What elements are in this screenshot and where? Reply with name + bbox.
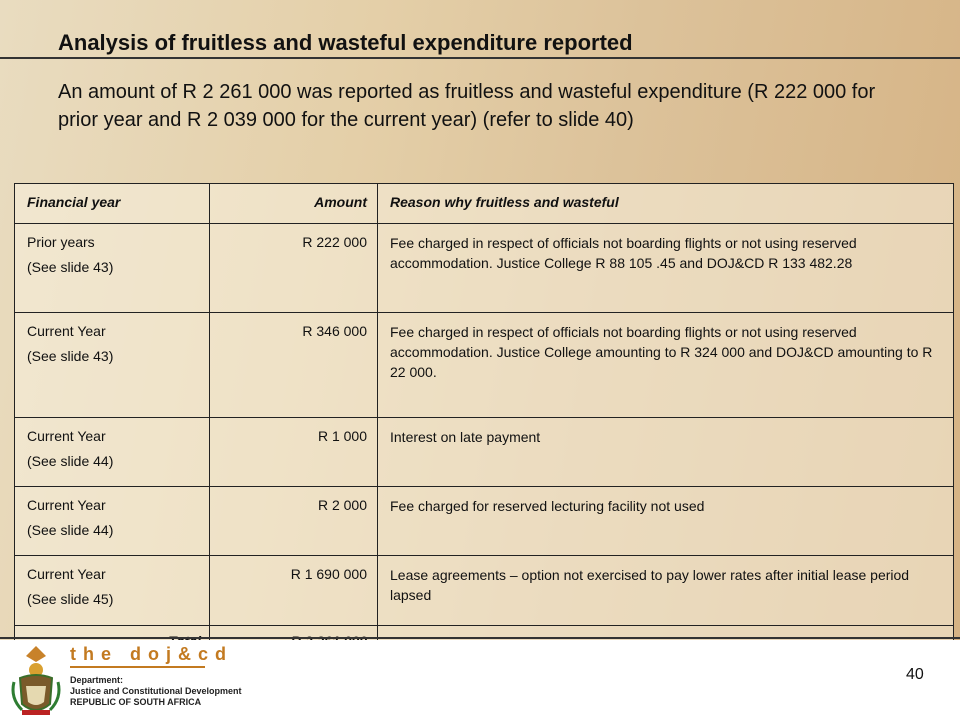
year-line: Current Year xyxy=(27,497,106,513)
year-line: (See slide 43) xyxy=(27,348,114,364)
department-label: Department: xyxy=(70,675,124,685)
amount-cell: R 222 000 xyxy=(209,223,378,313)
year-cell: Current Year (See slide 45) xyxy=(14,555,210,626)
reason-cell: Fee charged for reserved lecturing facil… xyxy=(377,486,954,556)
title-rule xyxy=(0,57,960,59)
coat-of-arms xyxy=(11,646,61,715)
year-cell: Current Year (See slide 44) xyxy=(14,486,210,556)
department-block: Department: Justice and Constitutional D… xyxy=(70,675,242,708)
footer: the doj&cd Department: Justice and Const… xyxy=(0,640,960,720)
year-line: Current Year xyxy=(27,428,106,444)
year-line: Prior years xyxy=(27,234,95,250)
reason-cell: Fee charged in respect of officials not … xyxy=(377,312,954,418)
amount-cell: R 1 000 xyxy=(209,417,378,487)
table-row: Prior years (See slide 43) R 222 000 Fee ch… xyxy=(14,223,954,313)
amount-cell: R 2 000 xyxy=(209,486,378,556)
logo-rule xyxy=(70,666,205,668)
table-row: Current Year (See slide 44) R 1 000 Interes… xyxy=(14,417,954,487)
department-name: Justice and Constitutional Development xyxy=(70,686,242,696)
reason-cell: Interest on late payment xyxy=(377,417,954,487)
reason-cell: Lease agreements – option not exercised … xyxy=(377,555,954,626)
amount-cell: R 346 000 xyxy=(209,312,378,418)
reason-cell: Fee charged in respect of officials not … xyxy=(377,223,954,313)
column-header: Reason why fruitless and wasteful xyxy=(377,183,954,224)
column-header: Amount xyxy=(209,183,378,224)
year-line: (See slide 44) xyxy=(27,522,114,538)
column-header: Financial year xyxy=(14,183,210,224)
year-line: Current Year xyxy=(27,323,106,339)
title: Analysis of fruitless and wasteful expen… xyxy=(58,30,633,55)
year-line: (See slide 44) xyxy=(27,453,114,469)
year-line: Current Year xyxy=(27,566,106,582)
header-row: Financial year Amount Reason why fruitless… xyxy=(14,183,954,224)
year-cell: Current Year (See slide 44) xyxy=(14,417,210,487)
logo-text: the doj&cd xyxy=(70,644,233,664)
page-number: 40 xyxy=(906,666,924,683)
table-row: Current Year (See slide 45) R 1 690 000 Lea… xyxy=(14,555,954,626)
table-row: Current Year (See slide 43) R 346 000 Fee c… xyxy=(14,312,954,418)
year-line: (See slide 45) xyxy=(27,591,114,607)
year-cell: Prior years (See slide 43) xyxy=(14,223,210,313)
footer-rule xyxy=(0,637,960,639)
expenditure-table: Financial year Amount Reason why fruitless… xyxy=(14,183,954,658)
year-cell: Current Year (See slide 43) xyxy=(14,312,210,418)
country: REPUBLIC OF SOUTH AFRICA xyxy=(70,697,202,707)
amount-cell: R 1 690 000 xyxy=(209,555,378,626)
table-row: Current Year (See slide 44) R 2 000 Fee cha… xyxy=(14,486,954,556)
intro-text: An amount of R 2 261 000 was reported as… xyxy=(58,81,876,131)
year-line: (See slide 43) xyxy=(27,259,114,275)
